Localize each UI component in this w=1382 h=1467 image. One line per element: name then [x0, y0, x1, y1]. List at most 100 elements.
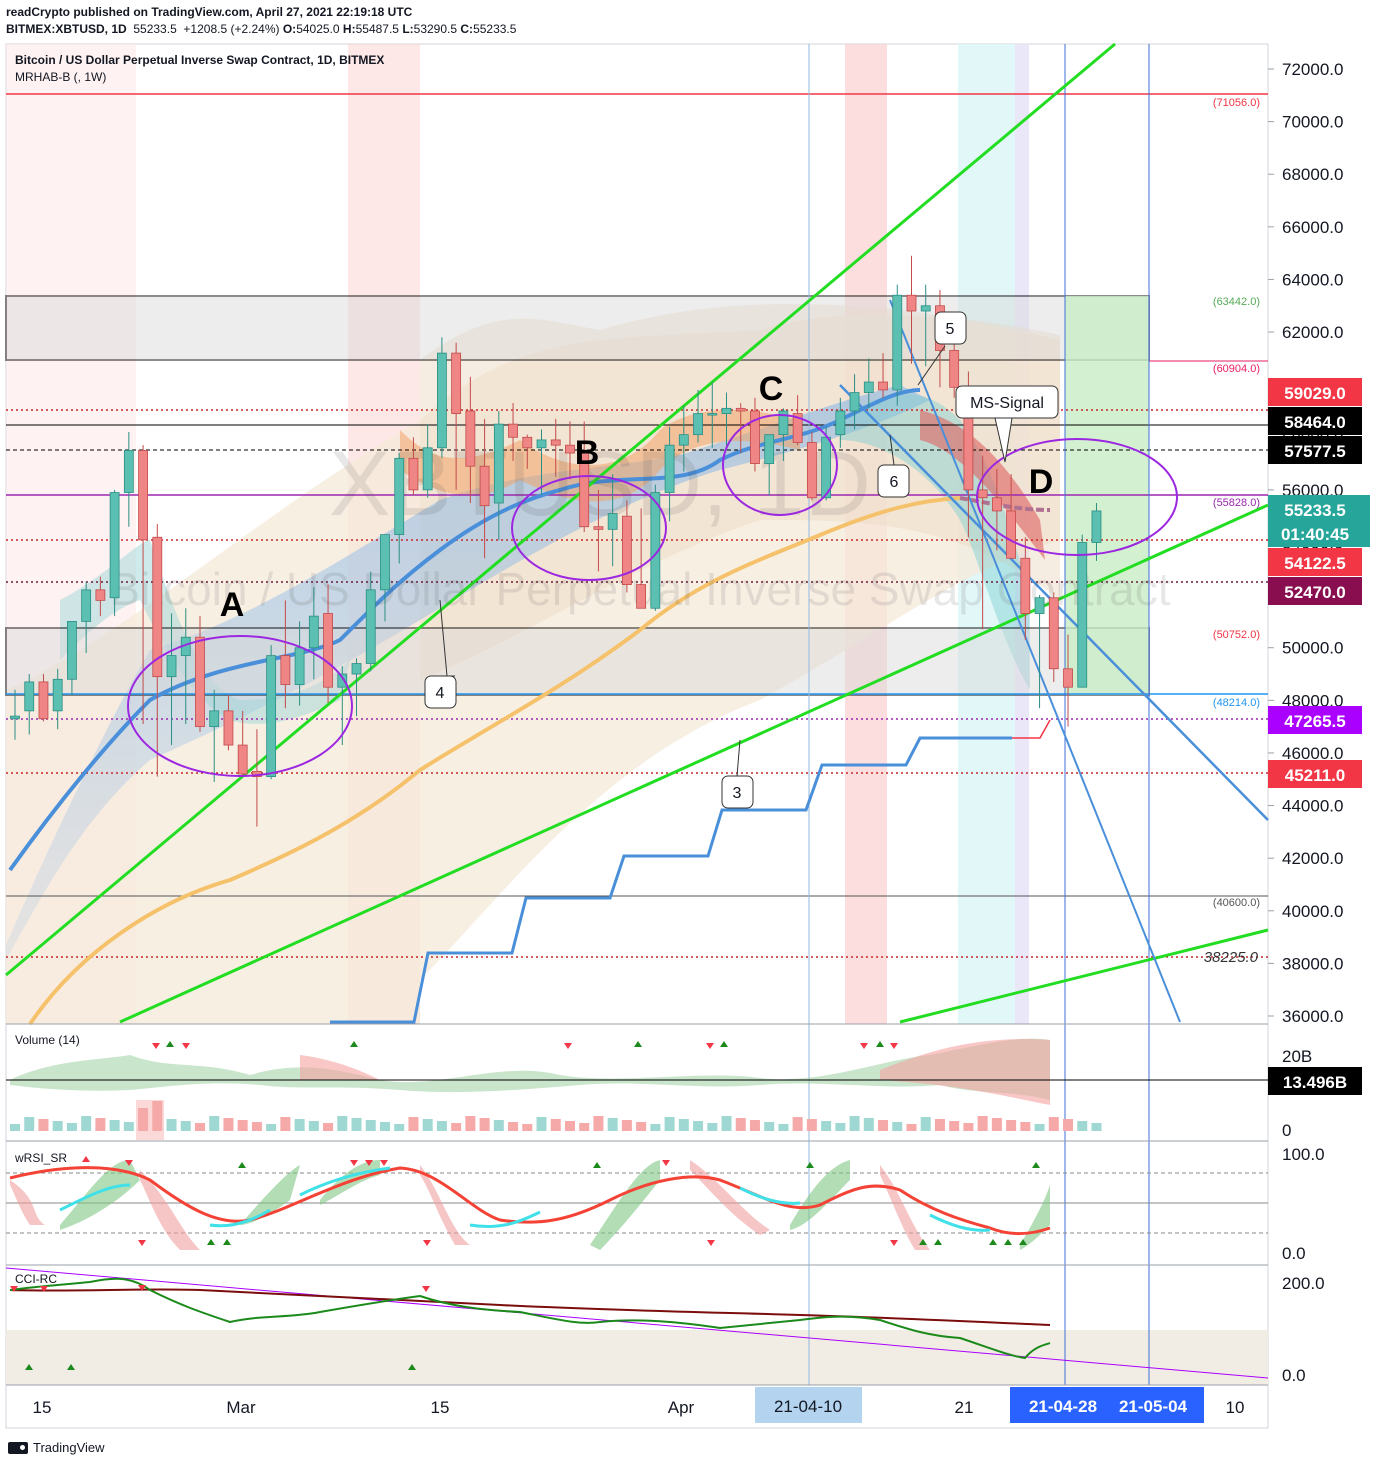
volume-bar	[1048, 1117, 1059, 1131]
callout-4: 4	[436, 685, 445, 702]
candle-body	[522, 436, 533, 449]
candle-body	[892, 294, 903, 391]
volume-pane: Volume (14) 20B 0 13.496B	[6, 1033, 1362, 1140]
candle-body	[223, 710, 234, 746]
time-highlight: 21-04-10	[774, 1397, 842, 1416]
time-axis[interactable]: 15 Mar 15 Apr 21 10 21-04-10 21-04-28 21…	[33, 1387, 1245, 1423]
ohlc-line: BITMEX:XBTUSD, 1D 55233.5 +1208.5 (+2.24…	[6, 22, 517, 36]
candle-body	[536, 439, 547, 449]
candle-body	[920, 305, 931, 312]
price-tick-label: 42000.0	[1282, 849, 1343, 868]
candle-body	[81, 589, 92, 622]
candle-body	[138, 450, 148, 541]
candle-body	[508, 423, 518, 438]
time-label: Apr	[668, 1398, 695, 1417]
volume-bar	[479, 1118, 490, 1131]
volume-bar	[977, 1116, 988, 1131]
volume-bar	[351, 1118, 362, 1131]
volume-bar	[934, 1119, 945, 1131]
candle-body	[308, 615, 319, 649]
candle-body	[906, 294, 917, 312]
candles	[10, 255, 1102, 827]
candle-body	[778, 410, 789, 436]
level-label: 38225.0	[1204, 949, 1259, 966]
candle-body	[493, 423, 504, 504]
cloud-bands	[6, 304, 1060, 1024]
vertical-lines	[808, 44, 1150, 1385]
volume-bar	[564, 1121, 575, 1131]
candle-body	[280, 655, 291, 685]
wrsi-label: wRSI_SR	[14, 1151, 67, 1165]
candle-body	[664, 444, 675, 493]
candle-body	[806, 442, 817, 499]
volume-bar	[835, 1123, 846, 1131]
candle-body	[579, 452, 590, 528]
level-labels: (71056.0) (63442.0) (60904.0) (55828.0) …	[1204, 97, 1260, 966]
candle-body	[351, 663, 362, 675]
time-label: 21	[955, 1398, 974, 1417]
candle-body	[636, 584, 647, 609]
candle-body	[52, 678, 63, 712]
candle-body	[977, 489, 988, 499]
price-tick-label: 48000.0	[1282, 691, 1343, 710]
candle-body	[422, 447, 433, 491]
callout-6: 6	[890, 474, 899, 491]
volume-bar	[138, 1108, 149, 1131]
candle-body	[451, 352, 462, 415]
volume-bar	[821, 1121, 832, 1131]
wrsi-pane: wRSI_SR 100.0 0.0	[6, 1145, 1325, 1263]
volume-bar	[607, 1118, 618, 1131]
volume-bar	[209, 1116, 220, 1131]
time-label: 10	[1226, 1398, 1245, 1417]
candle-body	[38, 681, 49, 720]
candle-body	[863, 381, 874, 393]
callouts: 4 3 5 6 MS-Signal	[424, 311, 1059, 809]
volume-bar	[95, 1118, 106, 1131]
volume-bar	[508, 1122, 519, 1131]
cci-tick: 200.0	[1282, 1274, 1325, 1293]
price-tick-label: 62000.0	[1282, 323, 1343, 342]
volume-bar	[892, 1122, 903, 1131]
brand-name: TradingView	[33, 1440, 105, 1455]
candle-body	[195, 636, 205, 728]
publish-text: readCrypto published on TradingView.com,…	[6, 5, 413, 19]
level-label: (55828.0)	[1213, 497, 1260, 509]
candle-body	[209, 710, 220, 728]
volume-bar	[1020, 1122, 1031, 1131]
volume-bar	[237, 1120, 248, 1131]
candle-body	[323, 613, 333, 688]
volume-bar	[878, 1120, 889, 1131]
volume-bar	[365, 1120, 376, 1131]
chart-title: Bitcoin / US Dollar Perpetual Inverse Sw…	[15, 53, 384, 67]
volume-bar	[194, 1123, 205, 1131]
volume-bar	[579, 1123, 590, 1131]
candle-body	[365, 589, 376, 664]
volume-bar	[52, 1121, 63, 1131]
badge-45211: 45211.0	[1285, 766, 1346, 785]
volume-bar	[920, 1117, 931, 1131]
low-value: 53290.5	[413, 22, 458, 36]
level-label: (40600.0)	[1213, 897, 1260, 909]
badge-countdown: 01:40:45	[1281, 525, 1349, 544]
price-tick-label: 40000.0	[1282, 902, 1343, 921]
candle-body	[436, 352, 447, 449]
price-badges: 59029.0 58464.0 57577.5 55233.5 01:40:45…	[1268, 378, 1370, 788]
volume-bar	[394, 1124, 405, 1131]
volume-bar	[963, 1123, 974, 1131]
cci-tick: 0.0	[1282, 1366, 1306, 1385]
change-text: +1208.5 (+2.24%)	[183, 22, 280, 36]
volume-bar	[1091, 1123, 1102, 1131]
tradingview-logo[interactable]: TradingView	[8, 1440, 105, 1455]
price-tick-label: 46000.0	[1282, 744, 1343, 763]
volume-bar	[721, 1116, 732, 1131]
trend-lines	[5, 42, 1269, 1024]
volume-bar	[266, 1124, 277, 1131]
volume-bar	[251, 1122, 262, 1131]
candle-body	[408, 457, 419, 491]
candle-body	[337, 673, 348, 688]
candle-body	[380, 534, 390, 591]
close-value: 55233.5	[473, 22, 517, 36]
candle-body	[166, 655, 177, 678]
price-tick-label: 68000.0	[1282, 165, 1343, 184]
